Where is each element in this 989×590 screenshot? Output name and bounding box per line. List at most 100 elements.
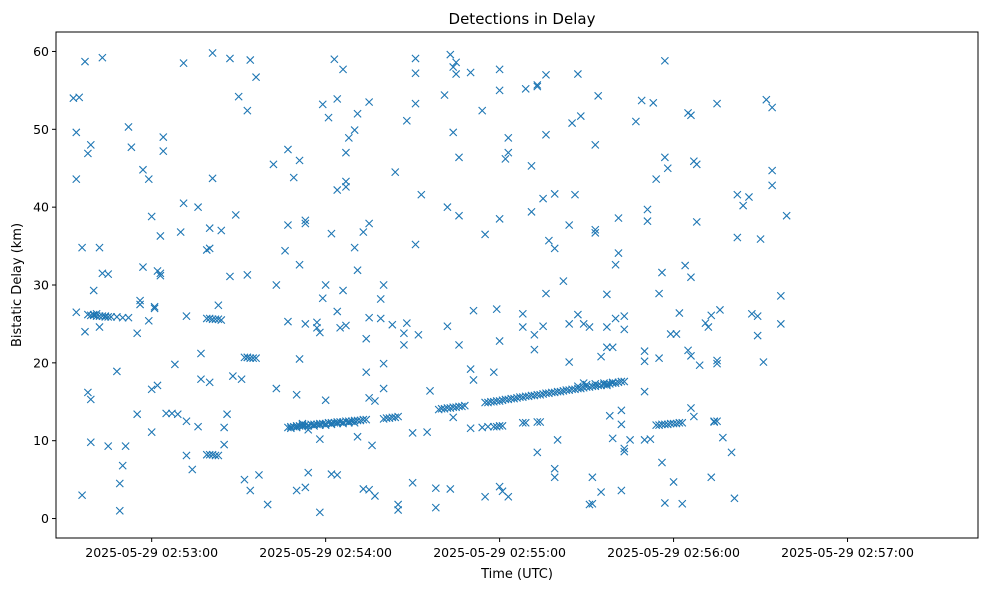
data-point xyxy=(678,499,687,508)
data-point xyxy=(744,193,753,202)
data-point xyxy=(521,84,530,93)
data-point xyxy=(565,358,574,367)
data-point xyxy=(272,384,281,393)
data-point xyxy=(339,286,348,295)
data-point xyxy=(336,323,345,332)
data-point xyxy=(365,98,374,107)
data-point xyxy=(411,69,420,78)
data-point xyxy=(240,475,249,484)
data-point xyxy=(492,305,501,314)
data-point xyxy=(536,418,545,426)
data-point xyxy=(83,149,92,158)
data-point xyxy=(539,194,548,203)
data-point xyxy=(138,165,147,174)
data-point xyxy=(243,270,252,279)
data-point xyxy=(713,356,722,365)
data-point xyxy=(304,468,313,477)
data-point xyxy=(292,486,301,495)
data-point xyxy=(617,420,626,429)
data-point xyxy=(602,323,611,332)
data-point xyxy=(411,54,420,63)
data-point xyxy=(431,484,440,493)
data-point xyxy=(182,312,191,321)
data-point xyxy=(365,313,374,322)
data-point xyxy=(684,346,693,355)
data-point xyxy=(449,128,458,137)
data-point xyxy=(768,181,777,190)
data-point xyxy=(283,145,292,154)
data-point xyxy=(550,244,559,253)
data-point xyxy=(379,359,388,368)
data-point xyxy=(640,357,649,366)
data-point xyxy=(408,428,417,437)
data-point xyxy=(92,312,101,321)
data-point xyxy=(533,418,542,426)
data-point xyxy=(533,82,542,91)
y-axis-label: Bistatic Delay (km) xyxy=(10,223,25,347)
data-point xyxy=(626,435,635,444)
data-point xyxy=(115,479,124,488)
data-point xyxy=(402,319,411,328)
data-point xyxy=(753,331,762,340)
data-point xyxy=(666,419,675,428)
data-point xyxy=(301,483,310,492)
data-point xyxy=(127,143,136,152)
data-point xyxy=(283,317,292,326)
data-point xyxy=(498,421,507,430)
data-point xyxy=(608,378,617,387)
data-point xyxy=(402,116,411,125)
data-point xyxy=(481,492,490,501)
data-point xyxy=(208,174,217,183)
data-point xyxy=(182,451,191,460)
data-point xyxy=(214,315,223,324)
data-point xyxy=(104,270,113,279)
data-point xyxy=(608,343,617,352)
data-point xyxy=(657,458,666,467)
data-point xyxy=(686,111,695,120)
data-point xyxy=(585,323,594,332)
data-point xyxy=(588,473,597,482)
x-tick-label: 2025-05-29 02:55:00 xyxy=(433,545,566,560)
data-point xyxy=(611,379,620,388)
data-point xyxy=(504,133,513,142)
data-point xyxy=(504,148,513,157)
data-point xyxy=(121,442,130,451)
data-point xyxy=(660,498,669,507)
data-point xyxy=(182,417,191,426)
data-point xyxy=(289,173,298,182)
data-point xyxy=(518,323,527,332)
data-point xyxy=(104,312,113,321)
data-point xyxy=(231,210,240,219)
data-point xyxy=(136,300,145,309)
data-point xyxy=(86,140,95,149)
data-point xyxy=(536,390,545,399)
data-point xyxy=(686,351,695,360)
data-point xyxy=(217,316,226,325)
data-point xyxy=(594,91,603,100)
data-point xyxy=(570,190,579,199)
data-point xyxy=(469,375,478,384)
data-point xyxy=(379,281,388,289)
data-point xyxy=(301,319,310,328)
data-point xyxy=(324,113,333,122)
data-point xyxy=(118,461,127,470)
data-point xyxy=(631,117,640,126)
data-point xyxy=(611,260,620,269)
data-point xyxy=(156,269,165,278)
data-point xyxy=(272,281,281,289)
data-point xyxy=(144,316,153,325)
data-point xyxy=(89,286,98,295)
data-point xyxy=(86,438,95,447)
data-point xyxy=(417,190,426,199)
y-tick-label: 20 xyxy=(33,355,49,370)
data-point xyxy=(112,367,121,376)
data-point xyxy=(550,189,559,198)
data-point xyxy=(98,53,107,62)
data-point xyxy=(295,260,304,269)
data-point xyxy=(568,119,577,128)
data-point xyxy=(81,57,89,66)
data-point xyxy=(495,214,504,223)
data-point xyxy=(202,450,211,459)
data-point xyxy=(550,464,559,473)
data-point xyxy=(269,160,278,169)
